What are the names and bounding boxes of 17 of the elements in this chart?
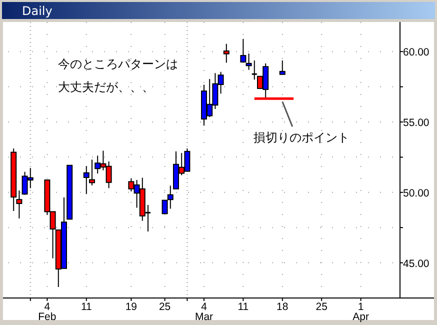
x-tick-label: 25	[158, 301, 171, 313]
x-tick-label: 4 Feb	[38, 301, 56, 323]
x-tick-label: 18	[276, 301, 288, 313]
y-tick-label: 60.00	[403, 46, 430, 59]
y-tick-label: 45.00	[403, 258, 430, 270]
annotation: 損切りのポイント	[253, 130, 350, 145]
x-tick-label: 25	[316, 301, 328, 313]
y-tick-label: 55.00	[403, 116, 430, 129]
x-tick-label: 1 Apr	[352, 301, 370, 323]
annotation: 今のところパターンは	[58, 57, 178, 71]
y-tick-label: 50.00	[403, 187, 430, 200]
chart-title: Daily	[22, 4, 52, 18]
x-tick-label: 4 Mar	[194, 301, 214, 323]
annotation: 大丈夫だが、、、	[58, 80, 154, 94]
x-tick-label: 19	[125, 301, 138, 313]
x-tick-label: 11	[80, 301, 92, 313]
x-tick-label: 11	[238, 301, 249, 313]
